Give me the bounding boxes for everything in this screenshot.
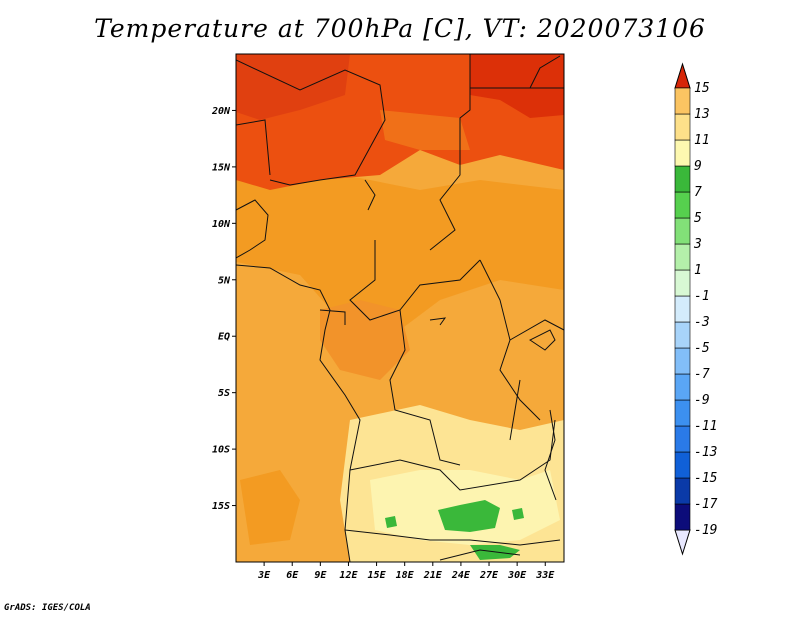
colorbar-label: -15 <box>694 471 718 486</box>
longitude-axis: 3E 6E 9E 12E 15E 18E 21E 24E 27E 30E 33E <box>257 562 555 581</box>
colorbar-band-0 <box>674 503 691 531</box>
map-frame <box>235 53 565 563</box>
region-congo-orange <box>320 300 410 380</box>
colorbar-band-16 <box>674 87 691 115</box>
region-sahel-orange <box>236 150 564 330</box>
border-south-2 <box>344 529 561 546</box>
lat-tick-label: 15N <box>212 162 231 173</box>
colorbar-band-14 <box>674 139 691 167</box>
colorbar-label: -7 <box>694 367 710 382</box>
colorbar-band-15 <box>674 113 691 141</box>
grads-credit: GrADS: IGES/COLA <box>4 603 91 613</box>
colorbar-label: -11 <box>694 419 717 434</box>
colorbar-band-7 <box>674 321 691 349</box>
border-west-1 <box>236 119 271 176</box>
border-north-1 <box>236 59 386 186</box>
border-central-1 <box>349 240 481 321</box>
lon-tick-label: 18E <box>396 570 415 581</box>
lake-tanganyika <box>509 379 521 441</box>
border-east-1 <box>479 259 541 421</box>
colorbar-max-triangle <box>674 62 691 89</box>
border-central-2 <box>389 309 461 466</box>
colorbar-label: 9 <box>694 159 702 174</box>
region-northeast-darkred <box>470 54 564 118</box>
lon-tick-label: 30E <box>507 570 527 581</box>
lon-tick-label: 21E <box>423 570 443 581</box>
colorbar-label: 11 <box>694 133 710 148</box>
region-coast-orange <box>240 470 300 545</box>
border-south-1 <box>349 419 556 491</box>
green-patch-3 <box>470 545 520 560</box>
colorbar-band-11 <box>674 217 691 245</box>
border-south-3 <box>439 549 521 561</box>
temperature-field <box>236 54 564 562</box>
lake-victoria <box>529 329 556 351</box>
coast-lake-malawi <box>544 409 557 501</box>
border-gabon <box>319 309 346 325</box>
lat-tick-label: EQ <box>218 332 230 343</box>
colorbar-label: 5 <box>694 211 702 226</box>
lon-tick-label: 24E <box>451 570 471 581</box>
map-title: Temperature at 700hPa [C], VT: 202007310… <box>94 14 706 43</box>
lat-tick-label: 15S <box>212 501 230 512</box>
colorbar-label: -5 <box>694 341 710 356</box>
colorbar-label: -17 <box>694 497 718 512</box>
colorbar-band-8 <box>674 295 691 323</box>
border-north-2 <box>429 54 471 251</box>
green-patch-4 <box>512 508 524 520</box>
lon-tick-label: 9E <box>314 570 327 581</box>
lon-tick-label: 15E <box>368 570 387 581</box>
coast-west-2 <box>236 264 361 562</box>
colorbar-label: 7 <box>694 185 702 200</box>
colorbar-label: -9 <box>694 393 710 408</box>
colorbar-label: -3 <box>694 315 710 330</box>
red-sea-coast <box>529 55 561 89</box>
colorbar-label: 15 <box>694 81 710 96</box>
colorbar-band-10 <box>674 243 691 271</box>
colorbar-band-2 <box>674 451 691 479</box>
political-borders <box>236 54 564 562</box>
lon-tick-label: 33E <box>535 570 555 581</box>
lon-tick-label: 6E <box>286 570 299 581</box>
green-patch-2 <box>385 516 397 528</box>
colorbar-band-1 <box>674 477 691 505</box>
colorbar-label: -13 <box>694 445 717 460</box>
colorbar-band-13 <box>674 165 691 193</box>
colorbar-band-5 <box>674 373 691 401</box>
colorbar-min-triangle <box>674 529 691 556</box>
lon-tick-label: 12E <box>339 570 358 581</box>
colorbar-band-12 <box>674 191 691 219</box>
lon-tick-label: 27E <box>479 570 499 581</box>
colorbar-label: 3 <box>693 237 702 252</box>
colorbar-label: -1 <box>694 289 710 304</box>
lon-tick-label: 3E <box>257 570 271 581</box>
lat-tick-label: 10N <box>212 219 231 230</box>
colorbar-band-4 <box>674 399 691 427</box>
coast-west-1 <box>236 199 269 259</box>
lat-tick-label: 5N <box>218 275 231 286</box>
lake-chad <box>364 179 376 211</box>
colorbar-label: -19 <box>694 523 717 538</box>
lat-tick-label: 5S <box>218 388 230 399</box>
lat-tick-label: 10S <box>212 445 230 456</box>
colorbar-label: 1 <box>694 263 702 278</box>
colorbar-label: 13 <box>694 107 710 122</box>
lat-tick-label: 20N <box>211 106 231 117</box>
colorbar-band-6 <box>674 347 691 375</box>
region-central-north-orange <box>380 110 470 150</box>
green-patch-1 <box>438 500 500 532</box>
colorbar-band-3 <box>674 425 691 453</box>
border-east-2 <box>509 319 564 341</box>
colorbar-band-9 <box>674 269 691 297</box>
latitude-axis: 20N 15N 10N 5N EQ 5S 10S 15S <box>211 106 236 512</box>
river-congo <box>429 317 447 326</box>
